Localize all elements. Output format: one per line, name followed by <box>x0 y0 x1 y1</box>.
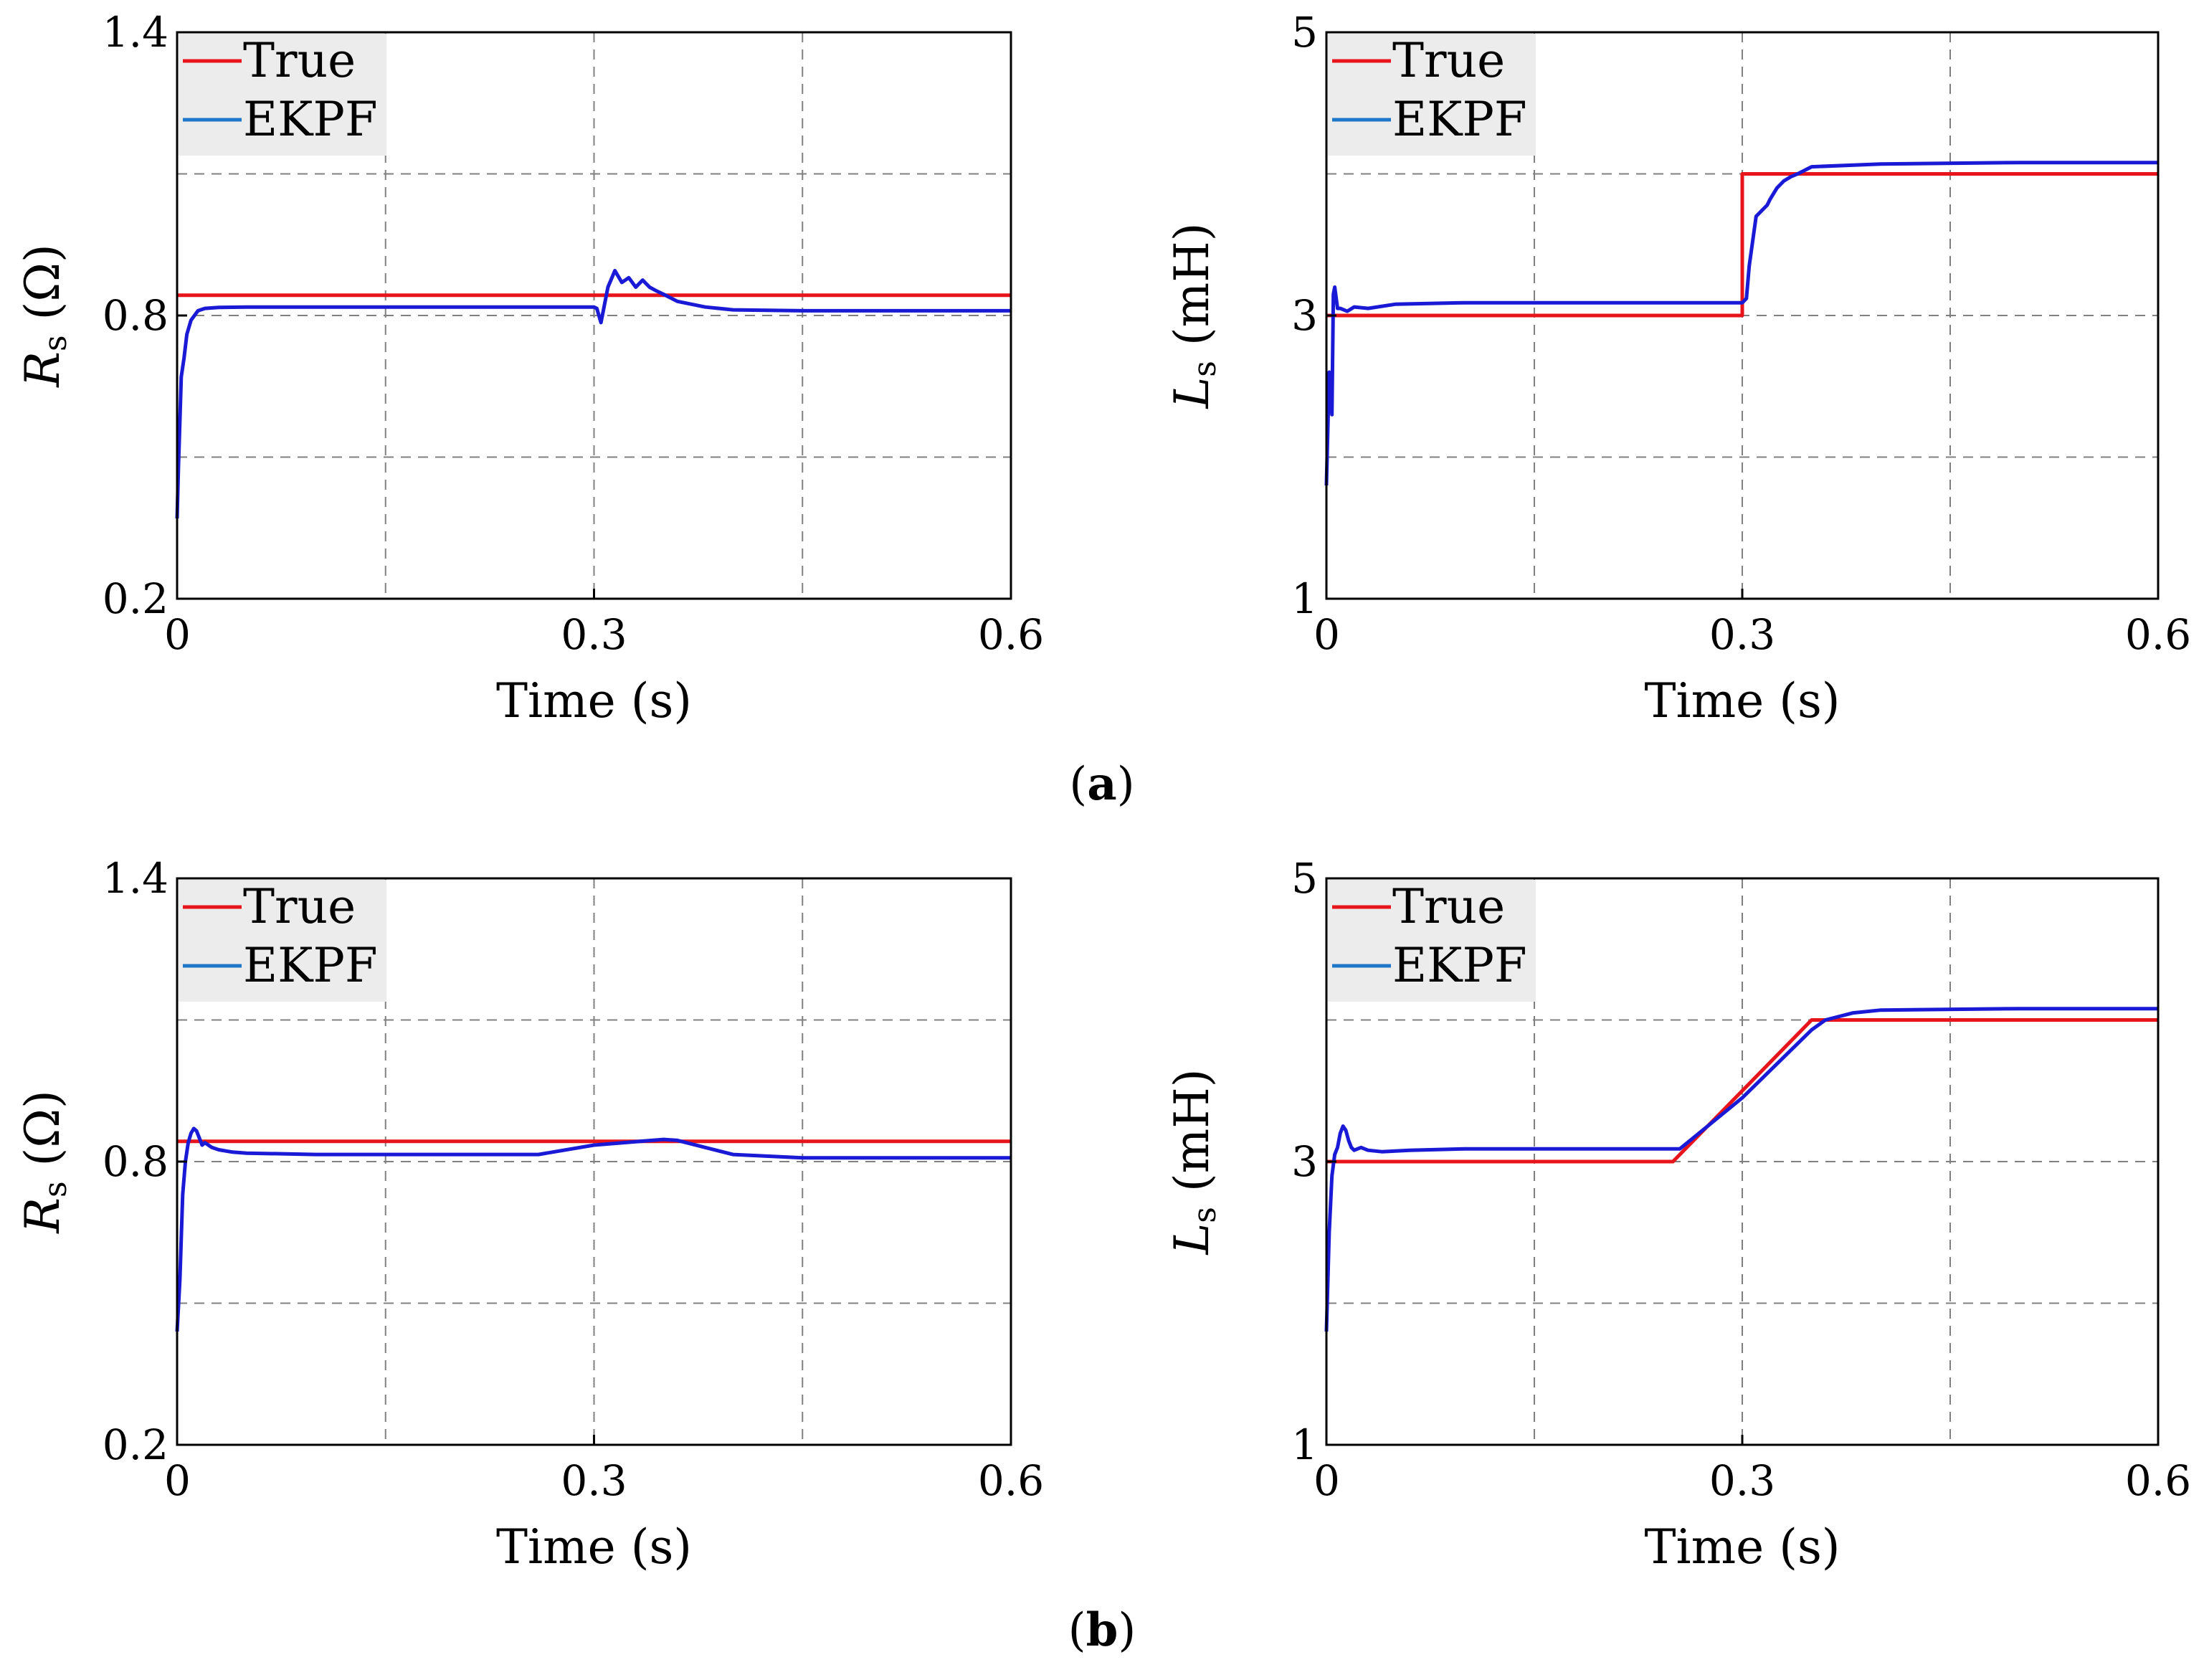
y-axis-label-symbol: R <box>15 351 70 388</box>
series-line-true <box>1326 172 2158 318</box>
x-tick-label: 0.3 <box>1709 1456 1775 1505</box>
y-tick-label: 0.2 <box>103 1420 168 1469</box>
legend-label-ekpf: EKPF <box>1392 938 1527 993</box>
y-axis-label: Ls (mH) <box>1164 222 1223 409</box>
y-axis-label-unit: (Ω) <box>15 1090 70 1181</box>
x-tick-label: 0.6 <box>978 1456 1044 1505</box>
y-tick-label: 0.8 <box>103 291 168 340</box>
legend-label-true: True <box>243 879 356 934</box>
legend-label-true: True <box>1392 879 1505 934</box>
y-axis-label-unit: (Ω) <box>15 244 70 335</box>
caption-paren-open: ( <box>1069 758 1087 811</box>
series-line-ekpf <box>1324 161 2158 486</box>
x-tick-label: 0.6 <box>2125 610 2191 659</box>
legend-label-ekpf: EKPF <box>1392 92 1527 147</box>
panel-caption: (b) <box>1068 1603 1136 1657</box>
y-tick-label: 1.4 <box>103 8 168 57</box>
y-tick-label: 5 <box>1291 854 1318 903</box>
y-tick-label: 0.2 <box>103 574 168 623</box>
y-axis-label-subscript: s <box>1187 1207 1223 1223</box>
x-tick-label: 0.3 <box>561 610 627 659</box>
x-axis-label: Time (s) <box>1644 673 1840 729</box>
series-line-ekpf <box>175 1126 1011 1332</box>
y-axis-label: Ls (mH) <box>1164 1068 1223 1255</box>
y-axis-label-unit: (mH) <box>1164 222 1220 361</box>
y-axis-label: Rs (Ω) <box>15 244 74 388</box>
caption-paren-close: ) <box>1118 1604 1136 1657</box>
y-axis-label-unit: (mH) <box>1164 1068 1220 1207</box>
x-tick-label: 0.6 <box>2125 1456 2191 1505</box>
legend-label-ekpf: EKPF <box>243 938 378 993</box>
y-axis-label-subscript: s <box>37 1181 74 1197</box>
x-tick-label: 0 <box>164 610 191 659</box>
x-tick-label: 0.6 <box>978 610 1044 659</box>
y-tick-label: 3 <box>1291 291 1318 340</box>
legend-box <box>1328 34 1536 156</box>
y-tick-label: 0.8 <box>103 1137 168 1186</box>
caption-paren-close: ) <box>1117 758 1135 811</box>
x-axis-label: Time (s) <box>496 673 692 729</box>
series-line-true <box>1326 1018 2158 1164</box>
y-tick-label: 3 <box>1291 1137 1318 1186</box>
caption-letter: a <box>1087 757 1116 811</box>
y-tick-label: 1.4 <box>103 854 168 903</box>
y-tick-label: 1 <box>1291 1420 1318 1469</box>
x-axis-label: Time (s) <box>1644 1519 1840 1575</box>
legend-label-ekpf: EKPF <box>243 92 378 147</box>
legend-box <box>179 880 386 1002</box>
x-axis-label: Time (s) <box>496 1519 692 1575</box>
y-axis-label-symbol: L <box>1164 1223 1220 1256</box>
y-axis-label-symbol: R <box>15 1197 70 1234</box>
series-line-ekpf <box>175 269 1011 519</box>
y-axis-label: Rs (Ω) <box>15 1090 74 1234</box>
y-axis-label-symbol: L <box>1164 377 1220 409</box>
caption-paren-open: ( <box>1068 1604 1086 1657</box>
x-tick-label: 0 <box>164 1456 191 1505</box>
x-tick-label: 0 <box>1314 1456 1340 1505</box>
x-tick-label: 0 <box>1314 610 1340 659</box>
x-tick-label: 0.3 <box>561 1456 627 1505</box>
panel-caption: (a) <box>1069 757 1134 811</box>
y-tick-label: 5 <box>1291 8 1318 57</box>
legend-box <box>1328 880 1536 1002</box>
legend-label-true: True <box>243 33 356 88</box>
x-tick-label: 0.3 <box>1709 610 1775 659</box>
y-axis-label-subscript: s <box>37 335 74 351</box>
series-line-ekpf <box>1324 1007 2158 1332</box>
legend-box <box>179 34 386 156</box>
y-tick-label: 1 <box>1291 574 1318 623</box>
y-axis-label-subscript: s <box>1187 361 1223 377</box>
caption-letter: b <box>1086 1603 1118 1657</box>
legend-label-true: True <box>1392 33 1505 88</box>
